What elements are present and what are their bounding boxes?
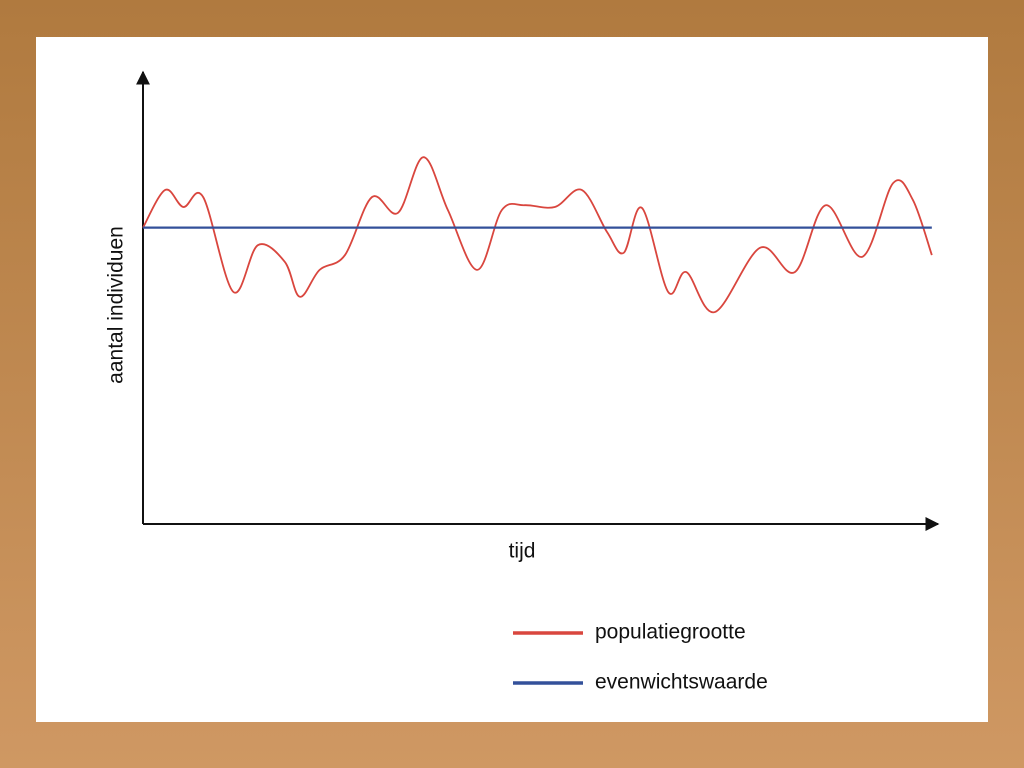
y-axis-label: aantal individuen	[105, 226, 128, 384]
panel	[36, 37, 988, 722]
plot-area	[142, 156, 933, 313]
legend-label: evenwichtswaarde	[595, 671, 768, 694]
legend-label: populatiegrootte	[595, 621, 746, 644]
legend: populatiegrootte evenwichtswaarde	[513, 621, 768, 694]
series-line	[142, 156, 933, 313]
x-axis-label: tijd	[509, 540, 536, 563]
